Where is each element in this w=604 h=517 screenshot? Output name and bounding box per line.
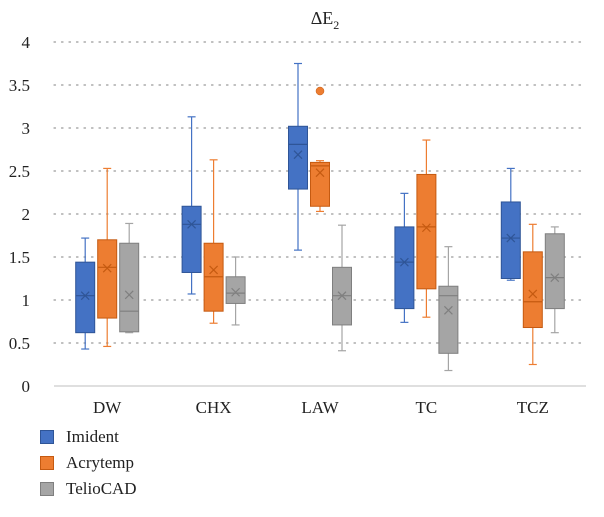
mean-marker [550, 273, 560, 283]
box-acrytemp-chx [203, 159, 224, 324]
outlier-point [315, 86, 325, 96]
mean-marker [209, 265, 219, 275]
box-teliocad-tcz [544, 226, 565, 334]
mean-marker [399, 257, 409, 267]
box-acrytemp-tc [416, 139, 437, 318]
mean-marker [80, 291, 90, 301]
box-teliocad-dw [119, 222, 140, 334]
mean-marker [528, 289, 538, 299]
legend-item-imident: Imident [40, 424, 137, 450]
mean-marker [337, 291, 347, 301]
legend-label: Acrytemp [66, 453, 134, 472]
box-body [225, 276, 246, 304]
mean-marker [124, 290, 134, 300]
box-teliocad-law [332, 224, 352, 352]
box-teliocad-chx [225, 256, 246, 326]
y-tick-label: 3 [22, 119, 31, 138]
box-body [522, 251, 543, 329]
legend-label: Imident [66, 427, 119, 446]
legend-swatch-imident [40, 430, 54, 444]
y-tick-label: 0.5 [9, 334, 30, 353]
mean-marker [506, 233, 516, 243]
box-body [75, 261, 96, 334]
box-acrytemp-law [310, 86, 330, 213]
box-body [181, 205, 202, 273]
box-acrytemp-tcz [522, 223, 543, 366]
y-tick-label: 2 [22, 205, 31, 224]
y-tick-label: 0 [22, 377, 31, 396]
x-tick-label: DW [93, 398, 122, 417]
box-body [544, 233, 565, 310]
legend: Imident Acrytemp TelioCAD [40, 424, 137, 502]
box-imident-tc [394, 192, 415, 323]
gridlines [53, 41, 587, 387]
box-imident-chx [181, 116, 202, 295]
mean-marker [443, 305, 453, 315]
legend-swatch-acrytemp [40, 456, 54, 470]
box-body [97, 239, 118, 319]
mean-marker [231, 287, 241, 297]
box-imident-law [288, 62, 308, 251]
chart-title-main: ΔE [311, 8, 334, 28]
mean-marker [315, 168, 325, 178]
mean-marker [293, 150, 303, 160]
box-acrytemp-dw [97, 167, 118, 348]
x-tick-labels: DW CHX LAW TC TCZ [93, 398, 549, 417]
mean-marker [187, 219, 197, 229]
box-body [500, 201, 521, 280]
box-imident-dw [75, 237, 96, 350]
chart-title-subscript: 2 [333, 18, 339, 32]
x-tick-label: CHX [196, 398, 232, 417]
y-tick-label: 1.5 [9, 248, 30, 267]
legend-item-teliocad: TelioCAD [40, 476, 137, 502]
box-body [119, 242, 140, 333]
legend-item-acrytemp: Acrytemp [40, 450, 137, 476]
box-body [310, 161, 330, 207]
box-imident-tcz [500, 167, 521, 281]
x-tick-label: TC [416, 398, 438, 417]
legend-swatch-teliocad [40, 482, 54, 496]
box-teliocad-tc [438, 246, 459, 372]
box-marks [75, 62, 565, 372]
box-body [438, 285, 459, 354]
mean-marker [421, 223, 431, 233]
box-body [416, 173, 437, 290]
chart-title: ΔE2 [311, 8, 340, 32]
box-body [394, 226, 415, 310]
y-tick-label: 4 [22, 33, 31, 52]
box-body [288, 125, 308, 190]
y-tick-label: 2.5 [9, 162, 30, 181]
y-tick-label: 1 [22, 291, 31, 310]
mean-marker [102, 263, 112, 273]
y-tick-labels: 0 0.5 1 1.5 2 2.5 3 3.5 4 [9, 33, 31, 396]
legend-label: TelioCAD [66, 479, 137, 498]
x-tick-label: TCZ [517, 398, 549, 417]
x-tick-label: LAW [301, 398, 339, 417]
y-tick-label: 3.5 [9, 76, 30, 95]
